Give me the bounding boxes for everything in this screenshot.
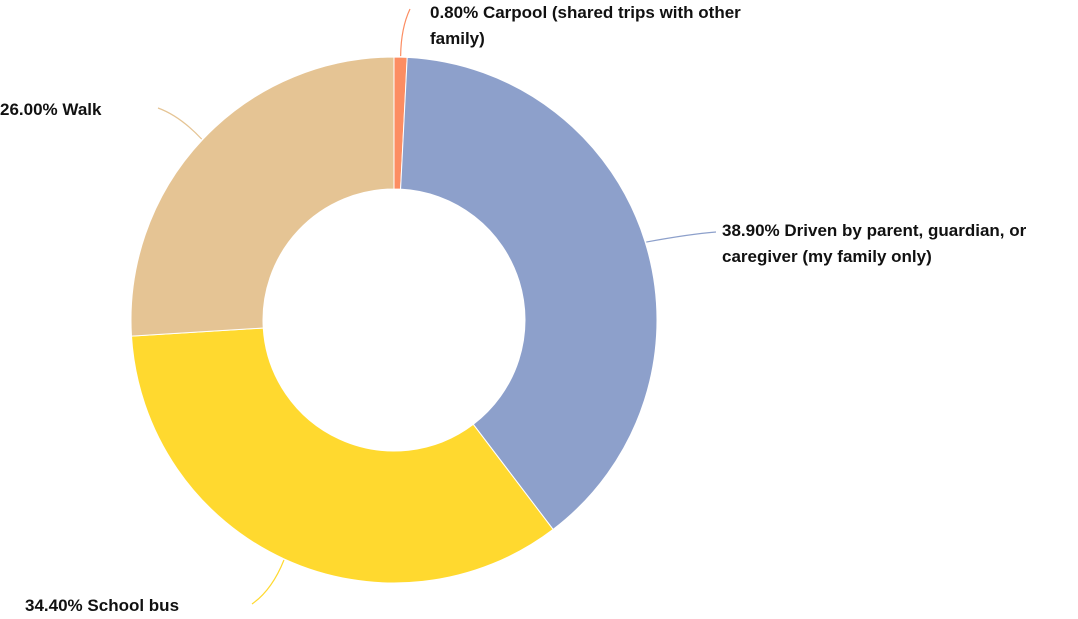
leader-line (646, 231, 717, 243)
value-label: 0.80% (430, 3, 479, 22)
slice-label: 38.90% Driven by parent, guardian, or ca… (722, 218, 1078, 270)
slice-label: 26.00% Walk (0, 97, 160, 123)
category-label: School bus (87, 596, 180, 615)
category-label: Walk (62, 100, 102, 119)
donut-slice (130, 327, 554, 584)
category-label: Carpool (shared trips with other family) (430, 3, 741, 48)
donut-slice (130, 56, 395, 337)
value-label: 34.40% (25, 596, 83, 615)
leader-line (157, 107, 203, 140)
category-label: Driven by parent, guardian, or caregiver… (722, 221, 1027, 266)
slice-label: 0.80% Carpool (shared trips with other f… (430, 0, 800, 52)
leader-line (400, 8, 411, 57)
leader-line (251, 559, 285, 605)
value-label: 38.90% (722, 221, 780, 240)
slice-label: 34.40% School bus (25, 593, 265, 619)
value-label: 26.00% (0, 100, 58, 119)
donut-slice (400, 56, 658, 531)
